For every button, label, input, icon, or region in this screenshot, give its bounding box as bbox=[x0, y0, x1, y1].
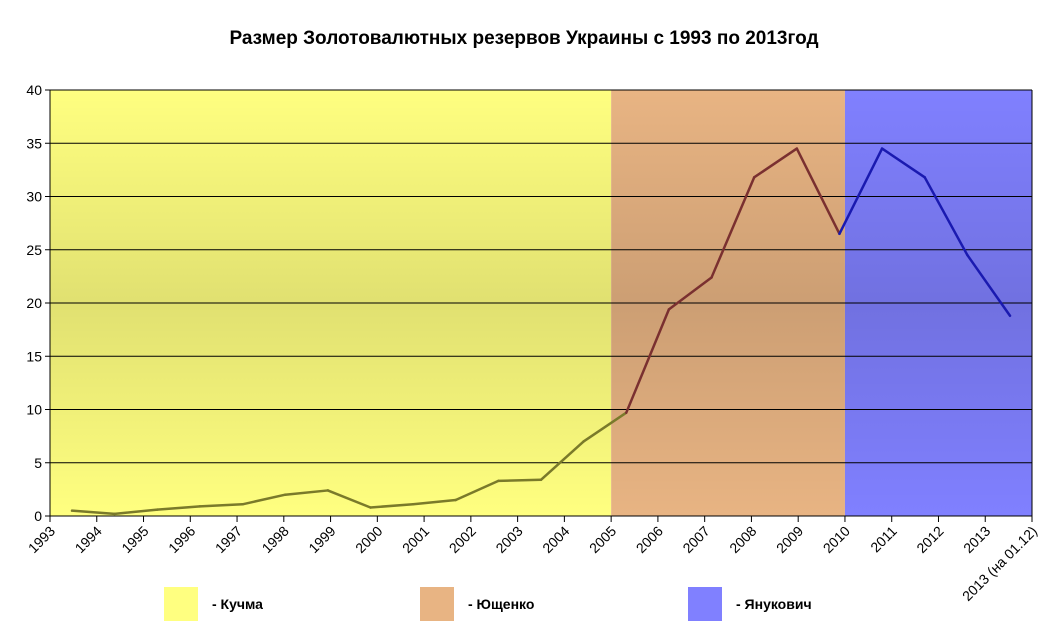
x-tick-label: 1999 bbox=[305, 523, 338, 556]
line-segment-yanukovych bbox=[966, 253, 1012, 318]
line-segment-yushchenko bbox=[710, 176, 756, 279]
x-tick-label: 2001 bbox=[399, 523, 432, 556]
x-tick-label: 1997 bbox=[212, 523, 245, 556]
line-segment-yushchenko bbox=[625, 308, 671, 414]
legend-swatch-yushchenko bbox=[420, 587, 454, 621]
x-tick-label: 2013 bbox=[960, 523, 993, 556]
line-segment-kuchma bbox=[411, 498, 457, 506]
x-tick-label: 2005 bbox=[586, 523, 619, 556]
line-segment-kuchma bbox=[241, 493, 287, 506]
legend-item-yushchenko: - Ющенко bbox=[420, 587, 534, 621]
line-segment-yushchenko bbox=[752, 147, 799, 179]
line-segment-kuchma bbox=[454, 479, 500, 502]
x-tick-label: 1993 bbox=[25, 523, 58, 556]
x-tick-label: 2006 bbox=[633, 523, 666, 556]
legend-label-yushchenko: - Ющенко bbox=[468, 596, 535, 612]
x-tick-label: 2002 bbox=[446, 523, 479, 556]
x-tick-label: 1998 bbox=[259, 523, 292, 556]
line-segment-kuchma bbox=[70, 509, 116, 516]
x-tick-label: 2003 bbox=[492, 523, 525, 556]
line-segment-kuchma bbox=[497, 478, 543, 483]
x-tick-label: 2012 bbox=[913, 523, 946, 556]
line-segment-kuchma bbox=[283, 489, 330, 496]
line-segment-yanukovych bbox=[838, 147, 884, 236]
y-tick-label: 0 bbox=[34, 508, 42, 524]
x-tick-label: 1995 bbox=[118, 523, 151, 556]
y-tick-label: 30 bbox=[26, 189, 42, 205]
y-tick-label: 20 bbox=[26, 295, 42, 311]
x-tick-label: 2010 bbox=[820, 523, 853, 556]
legend-item-yanukovych: - Янукович bbox=[688, 587, 812, 621]
y-tick-label: 15 bbox=[26, 348, 42, 364]
line-segment-kuchma bbox=[369, 503, 415, 509]
line-segment-yanukovych bbox=[923, 176, 969, 257]
x-tick-label: 2008 bbox=[726, 523, 759, 556]
line-segment-yanukovych bbox=[880, 147, 926, 179]
line-segment-kuchma bbox=[156, 505, 202, 511]
legend-swatch-kuchma bbox=[164, 587, 198, 621]
line-segment-kuchma bbox=[539, 440, 585, 482]
legend-label-kuchma: - Кучма bbox=[212, 596, 263, 612]
line-segment-kuchma bbox=[198, 503, 244, 508]
x-tick-label: 2009 bbox=[773, 523, 806, 556]
legend-item-kuchma: - Кучма bbox=[164, 587, 263, 621]
line-segment-kuchma bbox=[326, 489, 372, 509]
x-tick-label: 2011 bbox=[867, 523, 900, 556]
x-tick-label: 2004 bbox=[539, 523, 572, 556]
legend-label-yanukovych: - Янукович bbox=[736, 596, 812, 612]
y-tick-label: 35 bbox=[26, 135, 42, 151]
line-segment-yushchenko bbox=[667, 276, 713, 311]
y-tick-label: 5 bbox=[34, 455, 42, 471]
line-segment-yushchenko bbox=[795, 147, 841, 236]
line-segment-kuchma bbox=[113, 508, 159, 516]
y-tick-label: 25 bbox=[26, 242, 42, 258]
x-tick-label: 2007 bbox=[679, 523, 712, 556]
chart-title: Размер Золотовалютных резервов Украины с… bbox=[229, 28, 818, 49]
y-tick-label: 10 bbox=[26, 402, 42, 418]
y-tick-label: 40 bbox=[26, 82, 42, 98]
x-tick-label: 1996 bbox=[165, 523, 198, 556]
legend-swatch-yanukovych bbox=[688, 587, 722, 621]
line-segment-kuchma bbox=[582, 411, 628, 443]
x-tick-label: 2000 bbox=[352, 523, 385, 556]
x-tick-label: 1994 bbox=[72, 523, 105, 556]
